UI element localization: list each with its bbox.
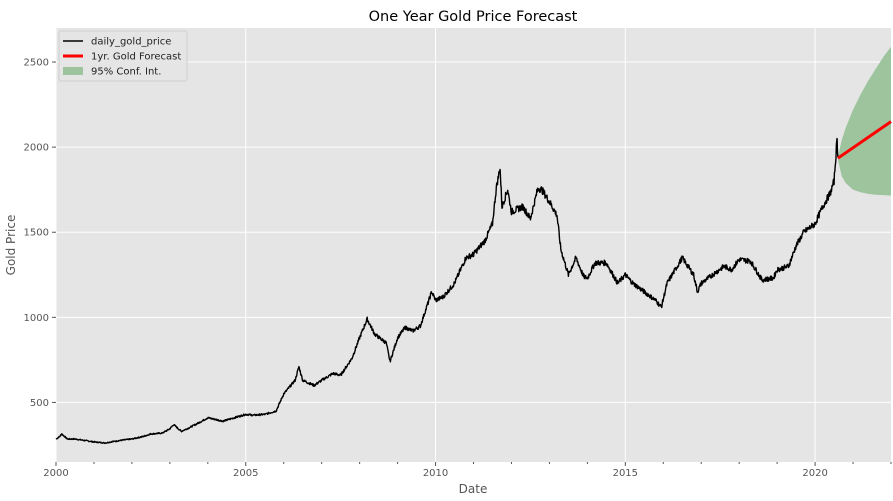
- legend: daily_gold_price 1yr. Gold Forecast 95% …: [58, 30, 188, 82]
- x-tick-label: 2005: [233, 468, 258, 479]
- x-tick-label: 2000: [43, 468, 68, 479]
- y-tick-label: 1000: [24, 313, 49, 324]
- confidence-interval-band: [837, 46, 891, 196]
- plot-background: [56, 28, 891, 462]
- x-tick-label: 2010: [423, 468, 448, 479]
- chart-title: One Year Gold Price Forecast: [369, 9, 578, 25]
- y-axis-label: Gold Price: [4, 215, 18, 276]
- data-layer: [55, 46, 892, 445]
- y-tick-label: 2000: [24, 143, 49, 154]
- x-tick-label: 2015: [613, 468, 638, 479]
- legend-label-forecast: 1yr. Gold Forecast: [91, 52, 181, 63]
- y-tick-label: 2500: [24, 58, 49, 69]
- series-line-forecast: [837, 120, 892, 160]
- series-line-daily-gold-price: [55, 137, 839, 445]
- y-axis-ticks: 500 1000 1500 2000 2500: [24, 58, 56, 409]
- legend-label-daily-gold-price: daily_gold_price: [91, 37, 171, 48]
- legend-box: [58, 30, 188, 82]
- y-tick-label: 1500: [24, 228, 49, 239]
- x-tick-label: 2020: [802, 468, 827, 479]
- y-tick-label: 500: [30, 398, 49, 409]
- legend-swatch-confidence-interval: [63, 67, 83, 75]
- x-axis-ticks: 2000 2005 2010 2015 2020: [43, 462, 892, 479]
- x-axis-label: Date: [459, 482, 488, 496]
- grid-lines: [55, 28, 891, 462]
- legend-label-confidence-interval: 95% Conf. Int.: [91, 67, 161, 78]
